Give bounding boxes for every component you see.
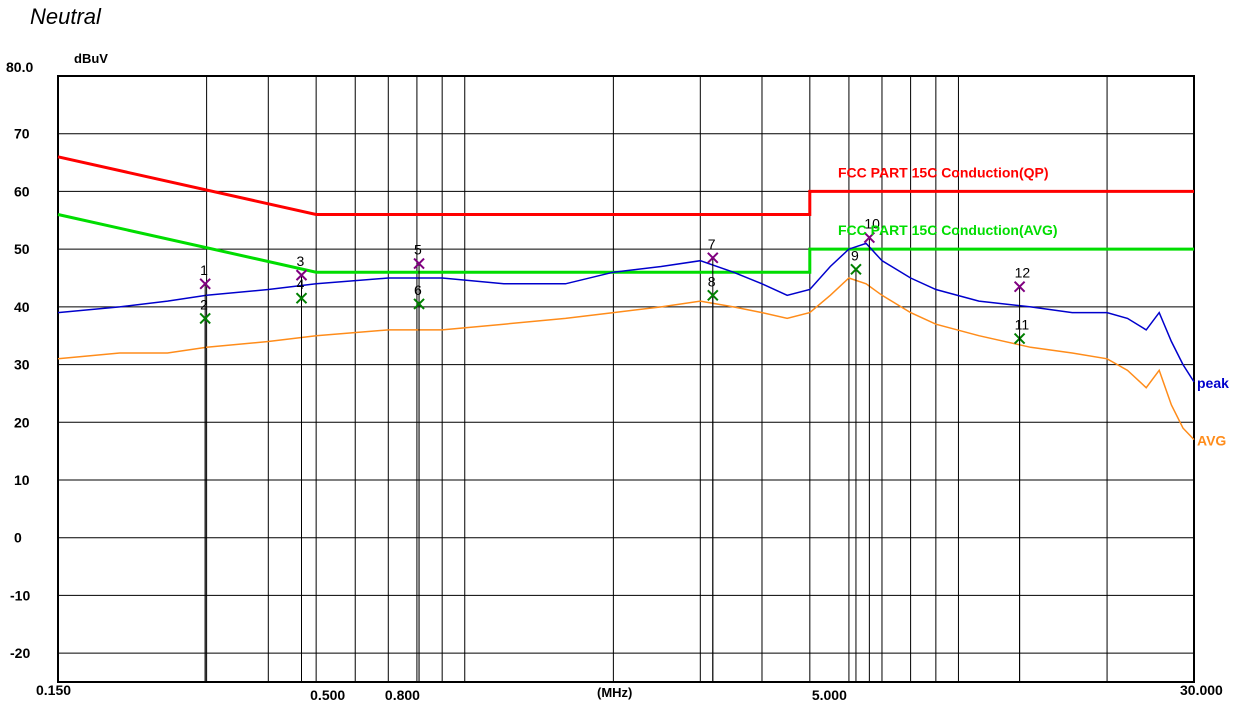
marker-label: 7 <box>708 236 716 252</box>
y-tick-label: 80.0 <box>6 59 33 75</box>
marker-cross <box>413 257 425 270</box>
limit-line <box>57 213 1194 274</box>
y-tick-label: 10 <box>14 472 30 488</box>
marker-cross <box>295 269 308 281</box>
limit-line <box>57 155 1194 216</box>
x-unit-label: (MHz) <box>597 685 632 700</box>
x-tick-label: 0.150 <box>36 682 71 698</box>
x-tick-label: 0.800 <box>385 687 420 703</box>
y-tick-label: 0 <box>14 530 22 546</box>
marker-label: 8 <box>708 273 716 289</box>
axis-labels: 80.0 70 60 50 40 30 20 10 0 -10 -20 0.150 0.500 0.800… <box>6 59 1229 703</box>
marker-cross <box>199 278 211 290</box>
marker-label: 3 <box>297 253 305 269</box>
marker-cross <box>199 312 211 325</box>
page-title: Neutral <box>30 4 101 29</box>
marker-cross <box>1013 280 1026 293</box>
marker-cross <box>413 298 425 310</box>
limit-line-label: FCC PART 15C Conduction(QP) <box>838 164 1049 180</box>
marker-label: 1 <box>200 262 208 278</box>
series-line <box>57 277 1195 441</box>
marker-cross <box>707 252 719 264</box>
marker-label: 12 <box>1015 265 1031 281</box>
y-tick-label: 30 <box>14 357 30 373</box>
marker-label: 10 <box>864 216 880 232</box>
y-tick-label: -20 <box>10 645 30 661</box>
series-lines <box>57 242 1195 441</box>
marker-label: 2 <box>200 296 208 312</box>
y-unit-label: dBuV <box>74 51 108 66</box>
y-tick-label: 60 <box>14 183 30 199</box>
marker-cross <box>850 263 862 276</box>
y-tick-label: 40 <box>14 299 30 315</box>
y-tick-label: 50 <box>14 241 30 257</box>
series-label: AVG <box>1197 433 1226 449</box>
series-label: peak <box>1197 375 1229 391</box>
marker-label: 11 <box>1015 317 1030 333</box>
series-line <box>57 242 1195 383</box>
grid-layer <box>57 75 1195 683</box>
marker-label: 6 <box>414 282 422 298</box>
limit-lines <box>57 155 1194 274</box>
marker-cross <box>863 231 876 244</box>
y-tick-label: 20 <box>14 414 30 430</box>
x-tick-label: 30.000 <box>1180 682 1223 698</box>
y-tick-label: -10 <box>10 587 30 603</box>
x-tick-label: 5.000 <box>812 687 847 703</box>
limit-line-label: FCC PART 15C Conduction(AVG) <box>838 222 1058 238</box>
marker-cross <box>295 292 308 304</box>
marker-label: 9 <box>851 247 859 263</box>
marker-cross <box>707 289 719 302</box>
marker-label: 4 <box>297 276 305 292</box>
y-tick-label: 70 <box>14 126 30 142</box>
x-tick-label: 0.500 <box>310 687 345 703</box>
marker-label: 5 <box>414 242 422 258</box>
